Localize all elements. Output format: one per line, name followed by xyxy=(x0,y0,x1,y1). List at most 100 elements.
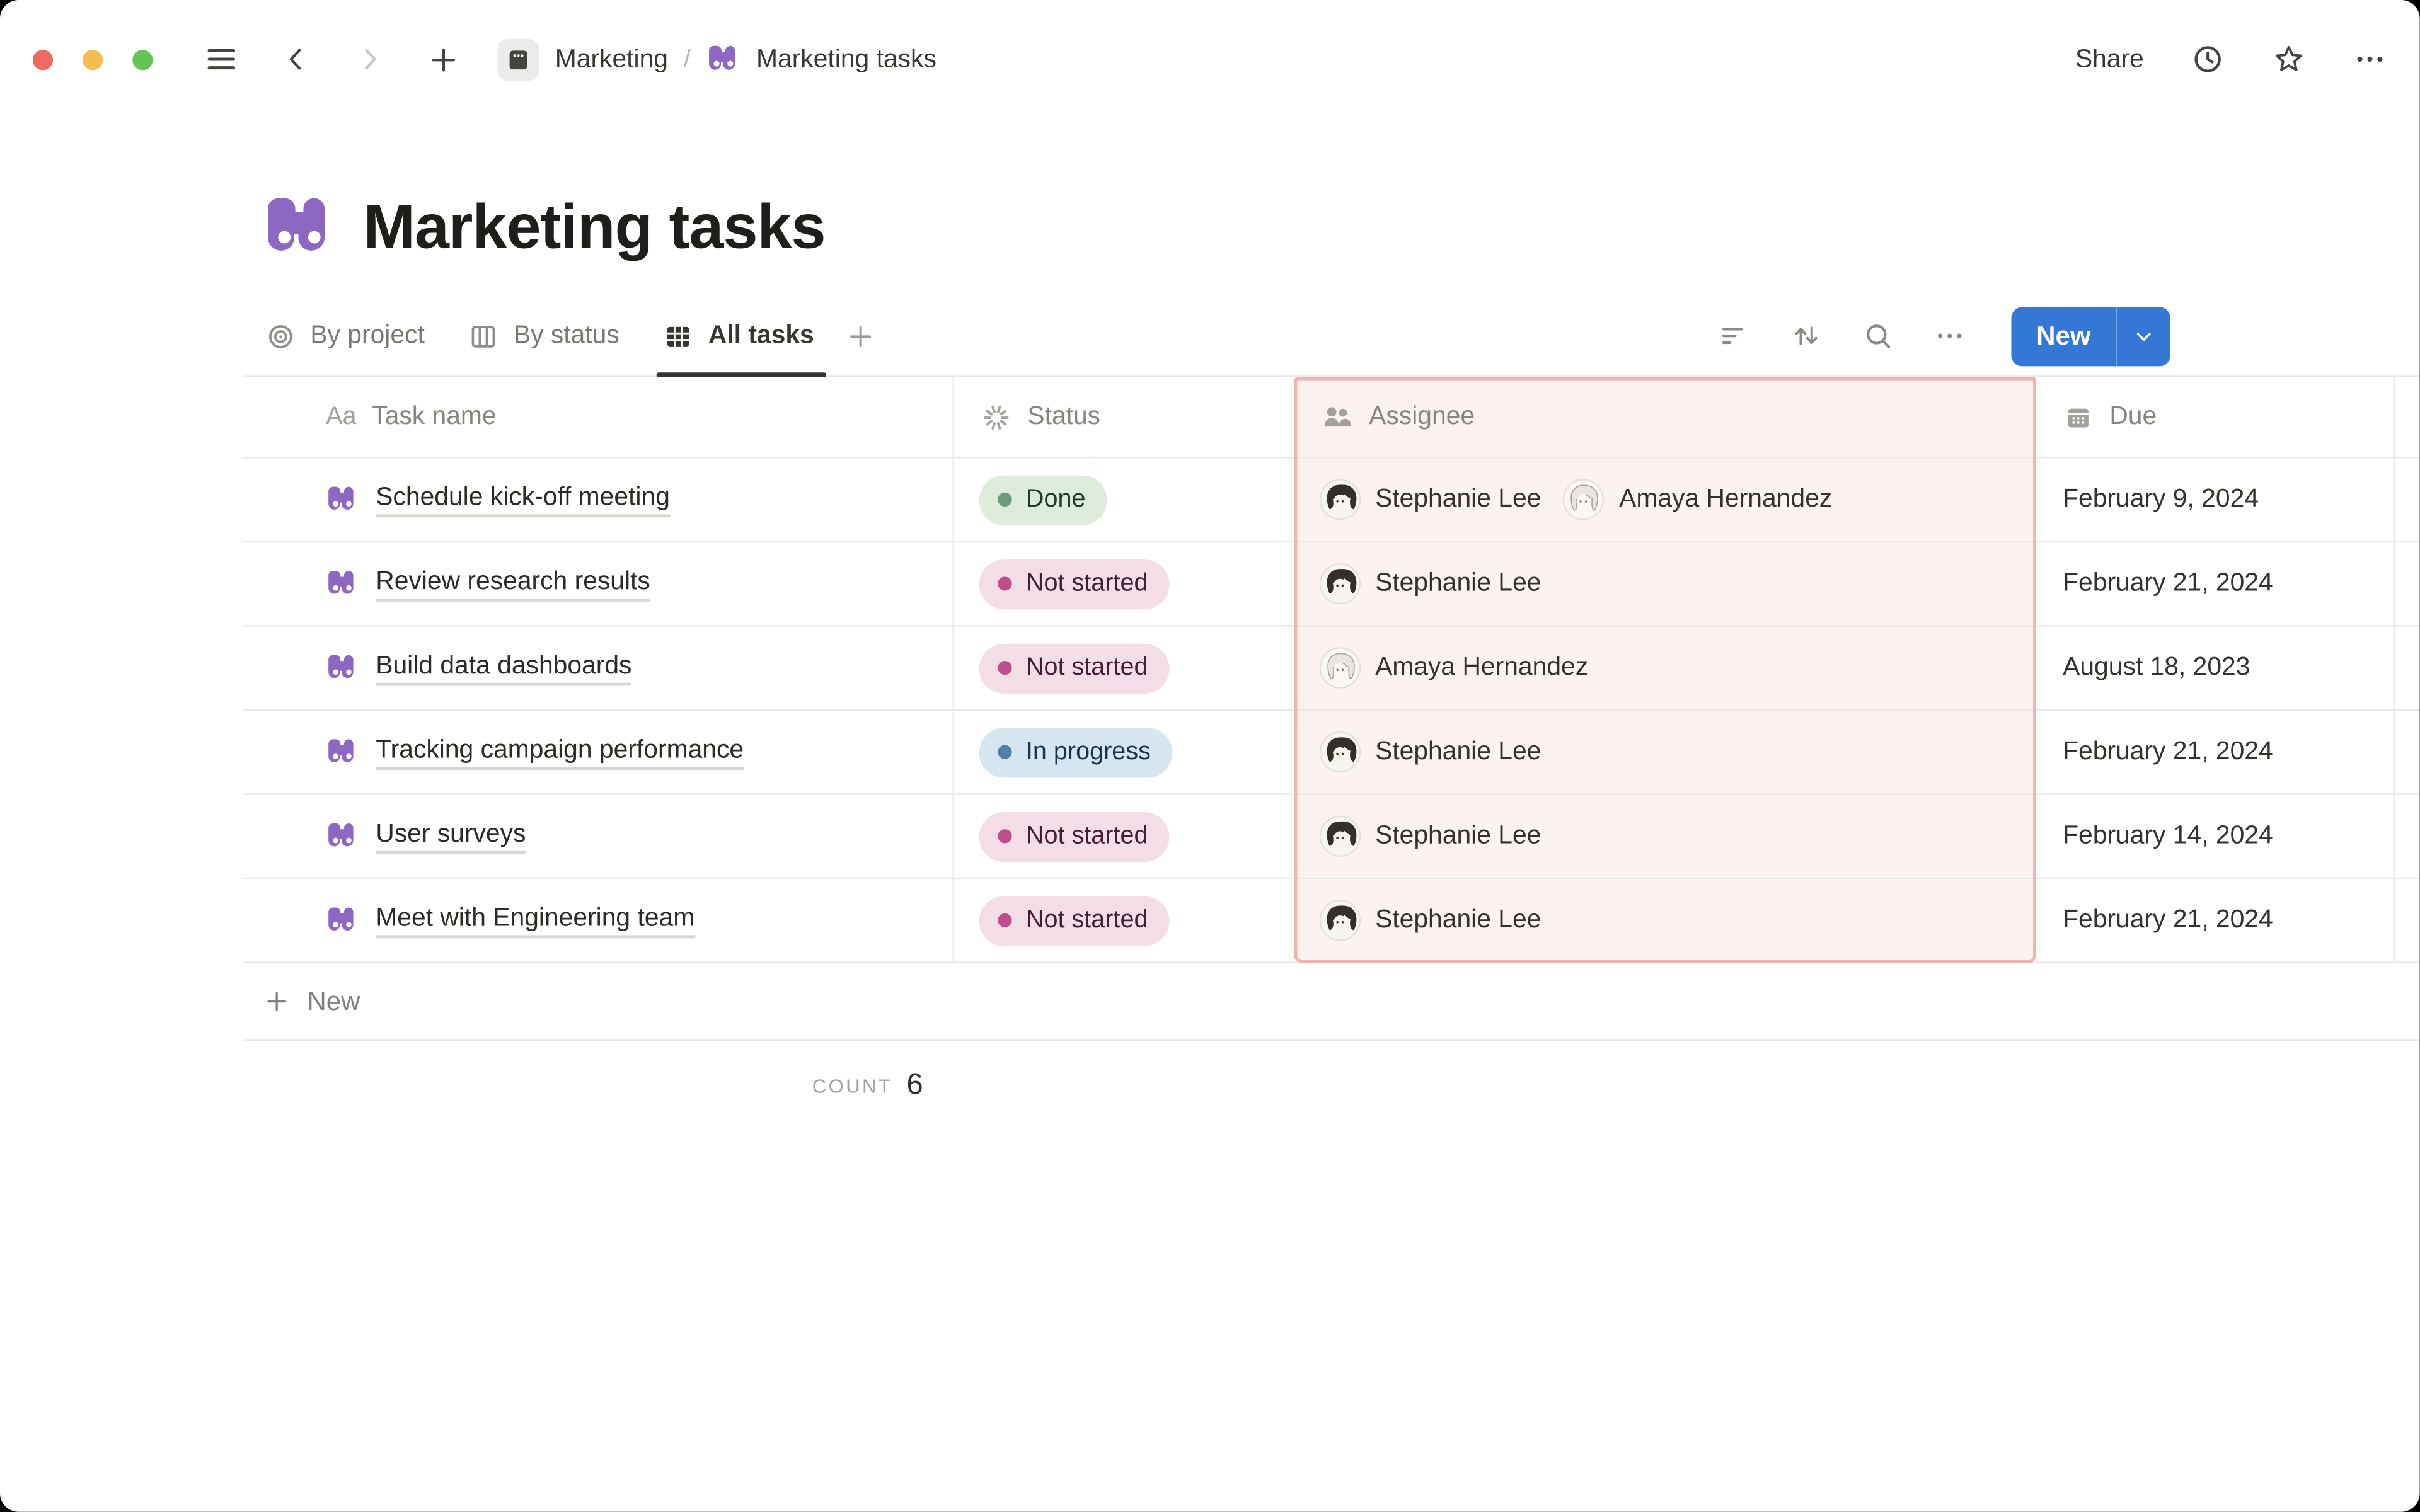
status-pill[interactable]: Not started xyxy=(979,643,1170,693)
status-pill[interactable]: Not started xyxy=(979,895,1170,946)
chevron-down-icon[interactable] xyxy=(2118,306,2170,365)
task-name-cell[interactable]: User surveys xyxy=(243,794,955,878)
new-task-button[interactable]: New xyxy=(2011,306,2170,366)
task-name-link[interactable]: Meet with Engineering team xyxy=(376,903,695,938)
new-task-button-label[interactable]: New xyxy=(2036,320,2091,350)
due-date-cell[interactable]: February 21, 2024 xyxy=(2036,542,2395,626)
task-name-cell[interactable]: Build data dashboards xyxy=(243,626,955,709)
assignee-chip[interactable]: Stephanie Lee xyxy=(1319,731,1541,773)
view-options-icon[interactable] xyxy=(1933,319,1966,352)
table-row[interactable]: Schedule kick-off meeting Done Stephanie… xyxy=(243,458,2420,542)
top-actions: Share xyxy=(2075,42,2387,76)
sidebar-menu-icon[interactable] xyxy=(204,42,238,76)
tab-by-project[interactable]: By project xyxy=(265,296,425,375)
status-cell[interactable]: Not started xyxy=(954,627,1294,709)
row-filler xyxy=(2395,795,2420,878)
status-dot-icon xyxy=(998,576,1012,591)
column-header-status[interactable]: Status xyxy=(954,377,1294,457)
new-row-button[interactable]: New xyxy=(243,963,2420,1041)
zoom-button[interactable] xyxy=(132,49,153,70)
column-header-due[interactable]: Due xyxy=(2036,377,2395,457)
assignee-chip[interactable]: Amaya Hernandez xyxy=(1563,479,1832,521)
assignee-cell[interactable]: Stephanie Lee Amaya Hernandez xyxy=(1294,458,2036,541)
table-row[interactable]: Review research results Not started Step… xyxy=(243,542,2420,627)
due-date-cell[interactable]: February 9, 2024 xyxy=(2036,458,2395,541)
task-name-cell[interactable]: Meet with Engineering team xyxy=(243,879,955,962)
forward-icon[interactable] xyxy=(354,43,385,74)
favorite-star-icon[interactable] xyxy=(2272,42,2306,76)
status-cell[interactable]: In progress xyxy=(954,711,1294,793)
sort-icon[interactable] xyxy=(1790,319,1823,352)
status-pill[interactable]: Done xyxy=(979,474,1108,525)
updates-clock-icon[interactable] xyxy=(2191,42,2225,76)
column-header-assignee[interactable]: Assignee xyxy=(1294,377,2036,457)
task-name-link[interactable]: Tracking campaign performance xyxy=(376,735,744,769)
status-label: Not started xyxy=(1025,822,1148,849)
new-row-label: New xyxy=(307,985,360,1016)
assignee-cell[interactable]: Stephanie Lee xyxy=(1294,711,2036,793)
task-name-cell[interactable]: Schedule kick-off meeting xyxy=(243,458,955,541)
assignee-cell[interactable]: Stephanie Lee xyxy=(1294,542,2036,625)
column-label: Task name xyxy=(372,402,497,430)
assignee-name: Stephanie Lee xyxy=(1375,821,1541,850)
table-row[interactable]: User surveys Not started Stephanie Lee F… xyxy=(243,794,2420,879)
task-name-link[interactable]: User surveys xyxy=(376,819,526,854)
binoculars-icon[interactable] xyxy=(262,190,337,265)
new-button-divider xyxy=(2116,306,2118,366)
assignee-chip[interactable]: Amaya Hernandez xyxy=(1319,647,1588,689)
task-name-cell[interactable]: Review research results xyxy=(243,542,955,626)
back-icon[interactable] xyxy=(280,43,311,74)
assignee-chip[interactable]: Stephanie Lee xyxy=(1319,815,1541,857)
table-row[interactable]: Build data dashboards Not started Amaya … xyxy=(243,626,2420,711)
assignee-chip[interactable]: Stephanie Lee xyxy=(1319,899,1541,941)
binoculars-icon xyxy=(326,904,359,937)
task-name-cell[interactable]: Tracking campaign performance xyxy=(243,711,955,794)
row-filler xyxy=(2395,627,2420,709)
status-pill[interactable]: Not started xyxy=(979,811,1170,861)
tab-by-status[interactable]: By status xyxy=(468,296,619,375)
minimize-button[interactable] xyxy=(83,49,103,70)
status-cell[interactable]: Not started xyxy=(954,795,1294,878)
status-cell[interactable]: Not started xyxy=(954,879,1294,961)
binoculars-icon xyxy=(326,736,359,769)
assignee-cell[interactable]: Amaya Hernandez xyxy=(1294,627,2036,709)
breadcrumb-current[interactable]: Marketing tasks xyxy=(756,44,936,73)
task-name-link[interactable]: Schedule kick-off meeting xyxy=(376,483,670,517)
assignee-chip[interactable]: Stephanie Lee xyxy=(1319,479,1541,521)
close-button[interactable] xyxy=(32,49,54,70)
status-cell[interactable]: Done xyxy=(954,458,1294,541)
breadcrumb-root[interactable]: Marketing xyxy=(555,44,668,73)
share-button[interactable]: Share xyxy=(2075,44,2144,73)
task-name-link[interactable]: Build data dashboards xyxy=(376,651,632,685)
status-pill[interactable]: Not started xyxy=(979,558,1170,609)
due-date-cell[interactable]: February 14, 2024 xyxy=(2036,794,2395,878)
table-row[interactable]: Meet with Engineering team Not started S… xyxy=(243,879,2420,963)
binoculars-icon xyxy=(326,651,359,684)
column-header-task-name[interactable]: Aa Task name xyxy=(243,377,955,457)
assignee-name: Stephanie Lee xyxy=(1375,737,1541,765)
due-date-cell[interactable]: February 21, 2024 xyxy=(2036,711,2395,794)
selected-column-highlight xyxy=(1294,377,2037,963)
assignee-cell[interactable]: Stephanie Lee xyxy=(1294,795,2036,878)
assignee-cell[interactable]: Stephanie Lee xyxy=(1294,879,2036,961)
count-calculation[interactable]: COUNT 6 xyxy=(243,1041,954,1131)
due-date-cell[interactable]: February 21, 2024 xyxy=(2036,879,2395,962)
search-icon[interactable] xyxy=(1862,319,1894,352)
due-date-cell[interactable]: August 18, 2023 xyxy=(2036,626,2395,709)
target-icon xyxy=(265,320,296,351)
avatar xyxy=(1319,815,1361,857)
status-pill[interactable]: In progress xyxy=(979,727,1173,777)
task-name-link[interactable]: Review research results xyxy=(376,566,650,601)
table-row[interactable]: Tracking campaign performance In progres… xyxy=(243,711,2420,795)
tab-all-tasks[interactable]: All tasks xyxy=(657,296,827,377)
marketing-page-icon[interactable] xyxy=(497,38,540,81)
tab-label: All tasks xyxy=(708,321,814,350)
more-options-icon[interactable] xyxy=(2353,42,2387,76)
status-cell[interactable]: Not started xyxy=(954,542,1294,625)
add-view-icon[interactable] xyxy=(845,296,876,375)
avatar xyxy=(1319,900,1361,941)
assignee-chip[interactable]: Stephanie Lee xyxy=(1319,563,1541,605)
people-icon xyxy=(1320,401,1353,433)
new-page-icon[interactable] xyxy=(427,43,460,76)
filter-icon[interactable] xyxy=(1718,319,1751,352)
